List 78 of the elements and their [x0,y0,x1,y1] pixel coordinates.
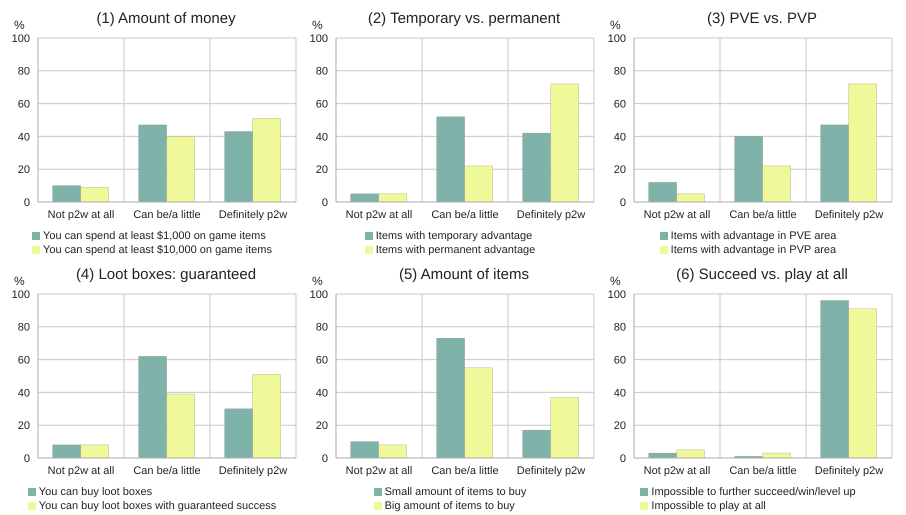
y-axis-title: % [14,274,25,288]
y-tick-label: 80 [316,322,328,334]
x-tick-label: Can be/a little [431,208,499,221]
legend-label: Items with temporary advantage [376,230,532,242]
chart-title: (3) PVE vs. PVP [706,10,818,27]
y-tick-label: 80 [614,322,626,334]
x-tick-label: Can be/a little [729,208,797,221]
y-tick-label: 20 [316,420,328,432]
x-tick-label: Not p2w at all [644,464,710,477]
y-axis-title: % [610,18,621,32]
y-tick-label: 0 [24,196,30,209]
x-tick-label: Not p2w at all [48,464,114,477]
y-tick-label: 100 [608,288,626,301]
x-tick-label: Definitely p2w [218,208,288,221]
y-tick-label: 100 [12,288,30,301]
chart-title: (2) Temporary vs. permanent [368,10,560,27]
y-axis-title: % [610,274,621,288]
y-tick-label: 60 [18,354,30,367]
y-tick-label: 40 [18,131,30,144]
y-tick-label: 60 [316,354,328,367]
x-tick-label: Definitely p2w [516,464,586,477]
chart-title: (4) Loot boxes: guaranteed [76,266,256,283]
y-tick-label: 100 [310,288,328,301]
y-tick-label: 100 [12,32,30,45]
chart-title: (5) Amount of items [398,266,530,283]
y-tick-label: 80 [614,66,626,78]
y-tick-label: 20 [614,420,626,432]
legend-label: You can spend at least $10,000 on game items [43,244,272,256]
legend-label: Items with permanent advantage [376,244,536,256]
y-tick-label: 80 [316,66,328,78]
legend-label: You can spend at least $1,000 on game items [43,230,266,242]
y-tick-label: 20 [614,164,626,176]
legend-label: You can buy loot boxes with guaranteed success [38,500,276,512]
legend-label: Items with advantage in PVP area [670,244,836,256]
y-tick-label: 60 [614,98,626,111]
x-tick-label: Not p2w at all [346,208,412,221]
y-tick-label: 0 [620,196,626,209]
y-tick-label: 60 [316,98,328,111]
y-tick-label: 0 [620,452,626,465]
y-tick-label: 40 [316,387,328,400]
y-tick-label: 60 [18,98,30,111]
y-tick-label: 20 [18,420,30,432]
y-tick-label: 0 [322,452,328,465]
y-tick-label: 60 [614,354,626,367]
y-tick-label: 20 [18,164,30,176]
legend-label: Small amount of items to buy [384,486,526,498]
legend-label: Impossible to further succeed/win/level up [651,486,856,498]
x-tick-label: Definitely p2w [218,464,288,477]
y-tick-label: 80 [18,66,30,78]
y-tick-label: 40 [614,387,626,400]
legend-label: Items with advantage in PVE area [670,230,836,242]
y-tick-label: 20 [316,164,328,176]
y-tick-label: 0 [322,196,328,209]
y-axis-title: % [312,274,323,288]
x-tick-label: Can be/a little [133,208,201,221]
x-tick-label: Can be/a little [133,464,201,477]
x-tick-label: Definitely p2w [814,208,884,221]
x-tick-label: Can be/a little [729,464,797,477]
x-tick-label: Can be/a little [431,464,499,477]
y-tick-label: 100 [310,32,328,45]
legend-label: You can buy loot boxes [38,486,152,498]
y-tick-label: 0 [24,452,30,465]
chart-title: (6) Succeed vs. play at all [676,266,848,283]
y-axis-title: % [14,18,25,32]
y-tick-label: 40 [18,387,30,400]
y-tick-label: 40 [316,131,328,144]
x-tick-label: Not p2w at all [346,464,412,477]
legend-label: Big amount of items to buy [384,500,515,512]
x-tick-label: Not p2w at all [644,208,710,221]
x-tick-label: Definitely p2w [516,208,586,221]
x-tick-label: Not p2w at all [48,208,114,221]
y-axis-title: % [312,18,323,32]
y-tick-label: 100 [608,32,626,45]
y-tick-label: 40 [614,131,626,144]
legend-label: Impossible to play at all [651,500,766,512]
y-tick-label: 80 [18,322,30,334]
x-tick-label: Definitely p2w [814,464,884,477]
chart-title: (1) Amount of money [96,10,236,27]
